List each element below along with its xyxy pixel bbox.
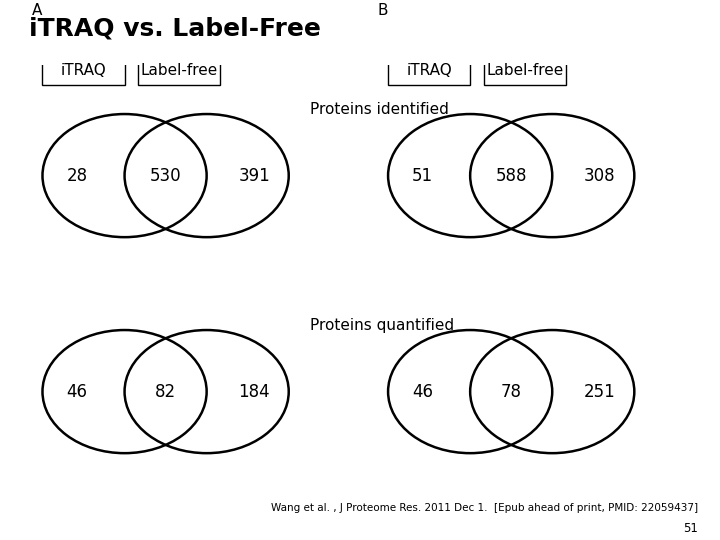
Text: iTRAQ: iTRAQ <box>406 64 452 78</box>
Text: 391: 391 <box>238 167 270 185</box>
Text: Proteins quantified: Proteins quantified <box>310 319 454 333</box>
Text: 82: 82 <box>155 383 176 401</box>
Text: B: B <box>377 3 387 18</box>
FancyBboxPatch shape <box>42 57 125 85</box>
Text: 184: 184 <box>238 383 270 401</box>
FancyBboxPatch shape <box>388 57 470 85</box>
FancyBboxPatch shape <box>138 57 220 85</box>
Text: Wang et al. , J Proteome Res. 2011 Dec 1.  [Epub ahead of print, PMID: 22059437]: Wang et al. , J Proteome Res. 2011 Dec 1… <box>271 503 698 513</box>
Text: Label-free: Label-free <box>486 64 564 78</box>
Text: 28: 28 <box>66 167 88 185</box>
Text: 588: 588 <box>495 167 527 185</box>
Text: 78: 78 <box>500 383 522 401</box>
Text: 308: 308 <box>584 167 616 185</box>
Text: Proteins identified: Proteins identified <box>310 103 449 117</box>
Text: A: A <box>32 3 42 18</box>
Text: Label-free: Label-free <box>140 64 218 78</box>
Text: 46: 46 <box>66 383 87 401</box>
Text: 51: 51 <box>412 167 433 185</box>
Text: 46: 46 <box>412 383 433 401</box>
Text: iTRAQ vs. Label-Free: iTRAQ vs. Label-Free <box>29 16 320 40</box>
FancyBboxPatch shape <box>484 57 566 85</box>
Text: 530: 530 <box>150 167 181 185</box>
Text: 251: 251 <box>584 383 616 401</box>
Text: iTRAQ: iTRAQ <box>60 64 107 78</box>
Text: 51: 51 <box>683 522 698 535</box>
